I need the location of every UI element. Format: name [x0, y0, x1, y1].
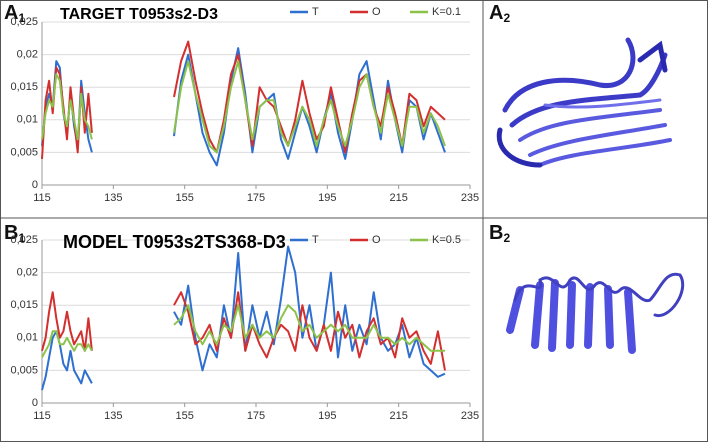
panel-label: B1: [4, 222, 25, 245]
x-tick-label: 155: [175, 410, 193, 422]
panel-letter: A: [489, 2, 503, 24]
chart-title: MODEL T0953s2TS368-D3: [63, 232, 286, 252]
x-tick-label: 215: [389, 192, 407, 204]
panel-index: 2: [503, 11, 510, 25]
legend-label: T: [312, 6, 319, 18]
y-tick-label: 0,025: [10, 16, 38, 28]
chart-title: TARGET T0953s2-D3: [60, 6, 218, 23]
x-tick-label: 115: [33, 192, 51, 204]
x-tick-label: 235: [461, 410, 479, 422]
x-tick-label: 175: [247, 192, 265, 204]
panel-index: 2: [503, 231, 510, 245]
protein-a2: [496, 37, 672, 168]
y-tick-label: 0: [32, 397, 38, 409]
legend-label: O: [372, 6, 381, 18]
panel-letter: B: [489, 222, 503, 244]
y-tick-label: 0,015: [10, 81, 38, 93]
x-tick-label: 195: [318, 192, 336, 204]
x-tick-label: 115: [33, 410, 51, 422]
y-tick-label: 0: [32, 179, 38, 191]
series-line: [41, 245, 446, 391]
panel-index: 1: [18, 11, 25, 25]
x-tick-label: 135: [104, 410, 122, 422]
legend-label: K=0.5: [432, 234, 461, 246]
x-tick-label: 195: [318, 410, 336, 422]
y-tick-label: 0,01: [17, 332, 38, 344]
x-tick-label: 155: [175, 192, 193, 204]
series-line: [41, 304, 445, 358]
legend-label: O: [372, 234, 381, 246]
y-tick-label: 0,015: [10, 299, 38, 311]
y-tick-label: 0,025: [10, 234, 38, 246]
legend-label: T: [312, 234, 319, 246]
panel-index: 1: [18, 231, 25, 245]
x-tick-label: 135: [104, 192, 122, 204]
x-tick-label: 235: [461, 192, 479, 204]
y-tick-label: 0,005: [10, 146, 38, 158]
series-line: [41, 40, 446, 159]
series-line: [41, 60, 446, 154]
x-tick-label: 175: [247, 410, 265, 422]
panel-label: A1: [4, 2, 25, 25]
panel-label: B2: [489, 222, 510, 245]
protein-b2: [506, 272, 685, 354]
panel-label: A2: [489, 2, 510, 25]
legend-label: K=0.1: [432, 6, 461, 18]
panel-letter: B: [4, 222, 18, 244]
y-tick-label: 0,02: [17, 267, 38, 279]
x-tick-label: 215: [389, 410, 407, 422]
y-tick-label: 0,005: [10, 364, 38, 376]
y-tick-label: 0,01: [17, 114, 38, 126]
panel-letter: A: [4, 2, 18, 24]
y-tick-label: 0,02: [17, 49, 38, 61]
